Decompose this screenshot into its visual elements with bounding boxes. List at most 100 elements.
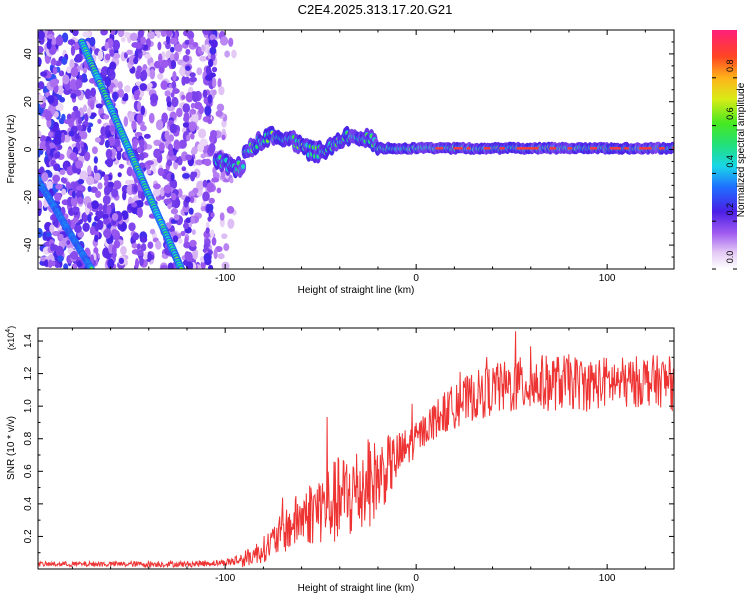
snr-ylabel: SNR (10 * v/v) bbox=[6, 416, 17, 480]
heatmap-cell bbox=[104, 53, 111, 61]
heatmap-cell bbox=[204, 44, 210, 54]
heatmap-cell bbox=[202, 89, 208, 99]
heatmap-cell bbox=[80, 130, 88, 140]
heatmap-cell bbox=[205, 227, 210, 234]
heatmap-cell bbox=[182, 122, 190, 128]
heatmap-cell bbox=[137, 30, 144, 38]
heatmap-cell bbox=[49, 224, 55, 233]
y-tick-label: 0 bbox=[23, 146, 34, 152]
heatmap-cell bbox=[221, 134, 226, 141]
y-tick-label: -20 bbox=[23, 190, 34, 205]
heatmap-cell bbox=[195, 159, 204, 166]
heatmap-cell bbox=[96, 210, 105, 219]
heatmap-core bbox=[549, 147, 557, 150]
heatmap-cell bbox=[172, 235, 179, 243]
heatmap-cell bbox=[192, 187, 199, 194]
heatmap-cell bbox=[189, 72, 196, 78]
heatmap-cell bbox=[209, 46, 217, 55]
heatmap-cell bbox=[148, 112, 155, 124]
heatmap-cell bbox=[138, 139, 145, 148]
heatmap-cell bbox=[59, 169, 66, 176]
heatmap-cell bbox=[42, 231, 47, 241]
heatmap-cell bbox=[208, 142, 216, 154]
heatmap-cell bbox=[47, 259, 53, 269]
heatmap-cell bbox=[96, 219, 104, 230]
heatmap-cell bbox=[229, 177, 234, 184]
heatmap-cell bbox=[179, 66, 187, 77]
heatmap-cell bbox=[79, 170, 88, 181]
heatmap-cell bbox=[196, 180, 205, 191]
heatmap-cell bbox=[104, 139, 110, 149]
heatmap-cell bbox=[47, 34, 55, 40]
colorbar-tick-label: 0.0 bbox=[725, 251, 735, 264]
heatmap-cell bbox=[172, 88, 180, 94]
heatmap-cell bbox=[160, 80, 169, 90]
heatmap-cell bbox=[160, 264, 168, 269]
heatmap-cell bbox=[207, 264, 214, 269]
heatmap-cell bbox=[228, 37, 234, 47]
heatmap-cell bbox=[76, 261, 83, 267]
heatmap-cell bbox=[198, 105, 204, 115]
heatmap-cell bbox=[204, 105, 212, 116]
heatmap-cell bbox=[75, 110, 81, 119]
heatmap-cell bbox=[98, 134, 105, 146]
heatmap-cell bbox=[62, 74, 70, 85]
heatmap-cell bbox=[221, 233, 228, 239]
heatmap-cell bbox=[74, 53, 83, 63]
heatmap-cell bbox=[134, 258, 140, 269]
y-tick-label: 0.4 bbox=[23, 496, 34, 510]
heatmap-cell bbox=[203, 242, 209, 251]
heatmap-cell bbox=[77, 117, 83, 125]
heatmap-cell bbox=[181, 94, 186, 100]
heatmap-cell bbox=[74, 224, 82, 233]
heatmap-cell bbox=[176, 107, 183, 118]
colorbar-label: Normalized spectral amplitude bbox=[736, 82, 747, 217]
heatmap-cell bbox=[33, 172, 37, 177]
heatmap-cell bbox=[66, 240, 71, 246]
heatmap-cell bbox=[87, 126, 92, 133]
heatmap-cell bbox=[107, 258, 115, 269]
heatmap-cell bbox=[155, 119, 164, 131]
heatmap-cell bbox=[47, 131, 54, 138]
heatmap-cell bbox=[140, 243, 147, 252]
heatmap-cell bbox=[170, 172, 175, 182]
heatmap-cell bbox=[125, 179, 133, 185]
heatmap-cell bbox=[69, 152, 78, 161]
x-tick-label: 0 bbox=[413, 273, 419, 284]
heatmap-cell bbox=[117, 172, 122, 178]
heatmap-cell bbox=[140, 105, 146, 116]
heatmap-cell bbox=[170, 59, 177, 69]
heatmap-cell bbox=[54, 152, 61, 159]
snr-series-line bbox=[38, 331, 674, 569]
heatmap-cell bbox=[39, 135, 47, 143]
heatmap-cell bbox=[133, 185, 138, 193]
heatmap-cell bbox=[149, 93, 159, 103]
heatmap-cell bbox=[75, 160, 84, 169]
heatmap-cell bbox=[135, 69, 142, 80]
heatmap-cell bbox=[139, 83, 148, 91]
heatmap-cell bbox=[38, 81, 45, 90]
heatmap-cell bbox=[44, 110, 52, 121]
heatmap-cell bbox=[126, 49, 134, 55]
heatmap-cell bbox=[153, 60, 161, 69]
heatmap-cell bbox=[174, 51, 179, 62]
heatmap-cell bbox=[82, 31, 91, 38]
heatmap-cell bbox=[180, 230, 186, 237]
heatmap-cell bbox=[57, 85, 64, 96]
heatmap-cell bbox=[107, 68, 115, 76]
heatmap-cell bbox=[211, 66, 218, 73]
heatmap-cell bbox=[51, 126, 58, 132]
heatmap-cell bbox=[89, 225, 96, 236]
heatmap-cell bbox=[70, 250, 79, 260]
heatmap-cell bbox=[53, 136, 61, 145]
heatmap-cell bbox=[51, 213, 57, 222]
heatmap-cell bbox=[132, 138, 138, 150]
heatmap-cell bbox=[69, 58, 75, 70]
heatmap-cell bbox=[74, 133, 80, 140]
heatmap-cell bbox=[172, 71, 177, 82]
colorbar-gradient bbox=[712, 30, 737, 269]
figure-title: C2E4.2025.313.17.20.G21 bbox=[297, 2, 453, 17]
heatmap-cell bbox=[48, 171, 53, 178]
colorbar-tick-label: 0.2 bbox=[725, 203, 735, 216]
heatmap-cell bbox=[161, 30, 167, 37]
